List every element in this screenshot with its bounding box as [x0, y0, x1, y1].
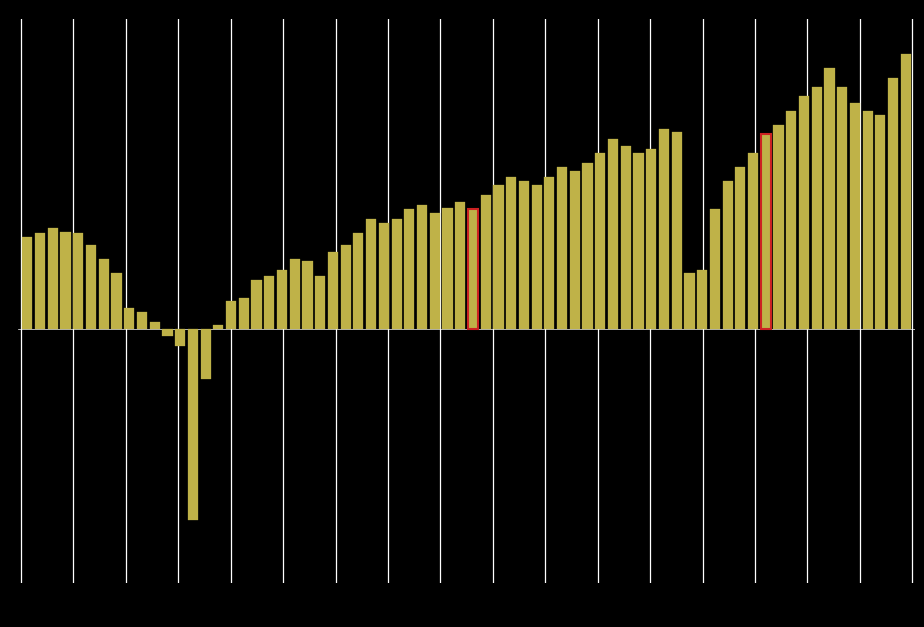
- Bar: [226, 301, 237, 329]
- Bar: [315, 276, 325, 329]
- Bar: [748, 153, 759, 329]
- Bar: [392, 219, 402, 329]
- Bar: [811, 87, 821, 329]
- Bar: [150, 322, 160, 329]
- Bar: [137, 312, 147, 329]
- Bar: [493, 186, 504, 329]
- Bar: [697, 270, 707, 329]
- Bar: [760, 134, 771, 329]
- Bar: [531, 186, 541, 329]
- Bar: [824, 68, 834, 329]
- Bar: [73, 233, 83, 329]
- Bar: [175, 329, 185, 346]
- Bar: [570, 171, 580, 329]
- Bar: [773, 125, 784, 329]
- Bar: [366, 219, 376, 329]
- Bar: [48, 228, 58, 329]
- Bar: [480, 195, 491, 329]
- Bar: [112, 273, 122, 329]
- Bar: [163, 329, 173, 336]
- Bar: [60, 232, 70, 329]
- Bar: [456, 202, 466, 329]
- Bar: [837, 87, 847, 329]
- Bar: [557, 167, 567, 329]
- Bar: [621, 146, 631, 329]
- Bar: [35, 233, 45, 329]
- Bar: [786, 110, 796, 329]
- Bar: [86, 245, 96, 329]
- Bar: [277, 270, 287, 329]
- Bar: [608, 139, 618, 329]
- Bar: [188, 329, 198, 520]
- Bar: [404, 209, 415, 329]
- Bar: [22, 238, 32, 329]
- Bar: [723, 181, 733, 329]
- Bar: [850, 103, 860, 329]
- Bar: [710, 209, 720, 329]
- Bar: [544, 177, 554, 329]
- Bar: [124, 308, 134, 329]
- Bar: [582, 162, 592, 329]
- Bar: [417, 205, 427, 329]
- Bar: [799, 97, 809, 329]
- Bar: [595, 153, 605, 329]
- Bar: [506, 177, 517, 329]
- Bar: [633, 153, 644, 329]
- Bar: [468, 209, 478, 329]
- Bar: [685, 273, 695, 329]
- Bar: [888, 78, 898, 329]
- Bar: [264, 276, 274, 329]
- Bar: [646, 149, 656, 329]
- Bar: [901, 54, 911, 329]
- Bar: [659, 129, 669, 329]
- Bar: [379, 223, 389, 329]
- Bar: [518, 181, 529, 329]
- Bar: [443, 208, 453, 329]
- Bar: [341, 245, 351, 329]
- Bar: [99, 259, 109, 329]
- Bar: [328, 251, 338, 329]
- Bar: [201, 329, 211, 379]
- Bar: [213, 325, 224, 329]
- Bar: [289, 259, 300, 329]
- Bar: [863, 110, 873, 329]
- Bar: [302, 261, 312, 329]
- Bar: [430, 213, 440, 329]
- Bar: [251, 280, 261, 329]
- Bar: [672, 132, 682, 329]
- Bar: [736, 167, 746, 329]
- Bar: [875, 115, 885, 329]
- Bar: [238, 298, 249, 329]
- Bar: [353, 233, 363, 329]
